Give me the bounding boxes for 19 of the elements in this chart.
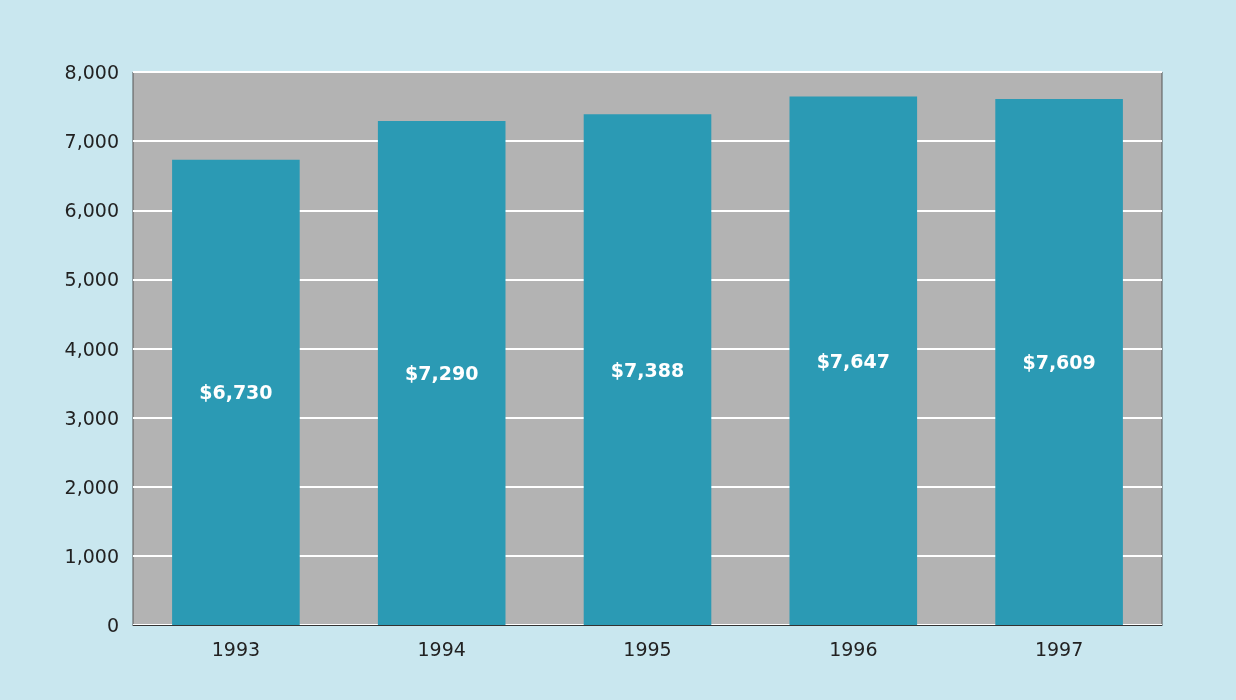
x-tick-label: 1994 [417, 637, 466, 660]
y-tick-label: 0 [106, 614, 119, 636]
x-tick-label: 1993 [211, 637, 261, 660]
y-tick-label: 7,000 [64, 130, 119, 153]
x-tick-label: 1997 [1034, 637, 1084, 660]
data-label: $7,647 [816, 349, 890, 372]
y-tick-label: 4,000 [64, 337, 119, 360]
x-tick-label: 1996 [829, 637, 878, 660]
data-label: $7,388 [610, 358, 685, 381]
y-tick-label: 8,000 [64, 61, 119, 83]
y-tick-label: 6,000 [64, 199, 119, 222]
y-tick-label: 1,000 [64, 544, 119, 567]
x-tick-label: 1995 [623, 637, 672, 660]
data-label: $7,609 [1022, 351, 1096, 374]
y-tick-label: 2,000 [64, 475, 119, 498]
data-label: $7,290 [405, 362, 479, 385]
data-label: $6,730 [199, 381, 273, 404]
y-tick-label: 3,000 [64, 406, 119, 429]
y-tick-label: 5,000 [64, 268, 119, 291]
